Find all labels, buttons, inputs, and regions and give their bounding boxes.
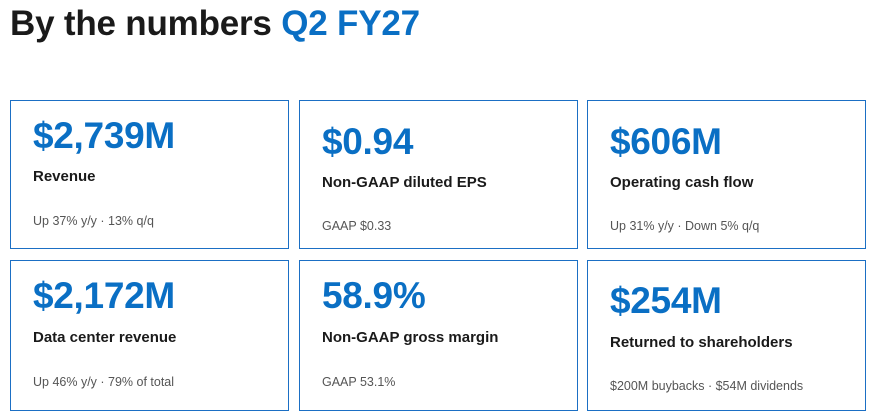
metric-label: Data center revenue [33,329,177,346]
metric-card-data-center-revenue: $2,172M Data center revenue Up 46% y/y ·… [10,260,289,411]
page-title-period: Q2 FY27 [281,4,420,43]
metric-value: $2,739M [33,115,175,156]
metric-card-gross-margin: 58.9% Non-GAAP gross margin GAAP 53.1% [299,260,578,411]
metric-value: $606M [610,121,722,162]
metric-value: 58.9% [322,275,426,316]
metric-label: Returned to shareholders [610,334,793,351]
metric-value: $2,172M [33,275,175,316]
metric-note: Up 31% y/y · Down 5% q/q [610,219,760,233]
metric-value: $254M [610,280,722,321]
metric-label: Operating cash flow [610,174,754,191]
metric-card-revenue: $2,739M Revenue Up 37% y/y · 13% q/q [10,100,289,249]
metric-card-eps: $0.94 Non-GAAP diluted EPS GAAP $0.33 [299,100,578,249]
metric-note: GAAP $0.33 [322,219,392,233]
page-title-text: By the numbers [10,4,272,43]
metric-note: Up 46% y/y · 79% of total [33,375,175,389]
metric-label: Revenue [33,168,96,185]
metric-note: Up 37% y/y · 13% q/q [33,214,154,228]
metric-note: $200M buybacks · $54M dividends [610,379,804,393]
page-title: By the numbers Q2 FY27 [10,4,420,44]
metric-card-shareholder-returns: $254M Returned to shareholders $200M buy… [587,260,866,411]
metric-label: Non-GAAP diluted EPS [322,174,487,191]
metric-value: $0.94 [322,121,414,162]
metric-label: Non-GAAP gross margin [322,329,499,346]
metric-card-operating-cash-flow: $606M Operating cash flow Up 31% y/y · D… [587,100,866,249]
metric-note: GAAP 53.1% [322,375,396,389]
